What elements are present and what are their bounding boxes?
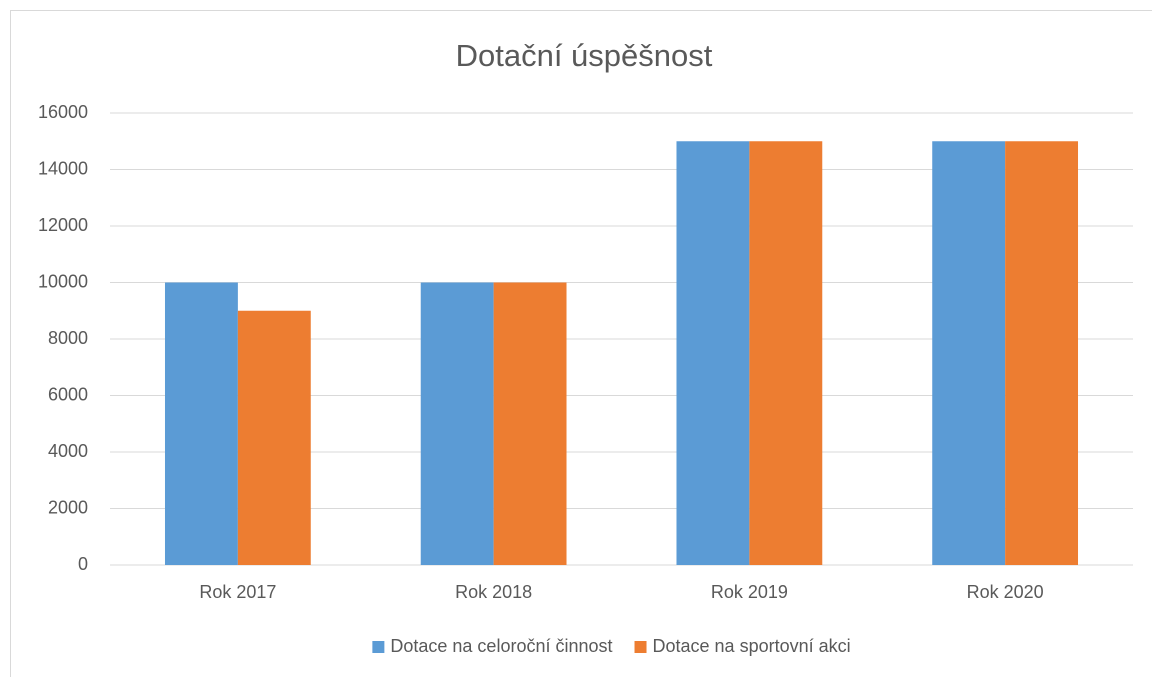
x-tick-label: Rok 2018 — [455, 582, 532, 602]
legend-label: Dotace na celoroční činnost — [390, 636, 612, 656]
y-tick-label: 14000 — [38, 158, 88, 178]
y-tick-label: 12000 — [38, 215, 88, 235]
chart-title: Dotační úspěšnost — [456, 38, 713, 73]
y-tick-label: 10000 — [38, 271, 88, 291]
bar — [676, 141, 750, 565]
bar — [493, 282, 567, 565]
bar — [1005, 141, 1079, 565]
x-tick-label: Rok 2019 — [711, 582, 788, 602]
legend-swatch — [634, 641, 647, 653]
y-tick-label: 4000 — [48, 441, 88, 461]
y-tick-label: 2000 — [48, 497, 88, 517]
x-tick-label: Rok 2020 — [967, 582, 1044, 602]
y-tick-label: 0 — [78, 554, 88, 574]
y-tick-label: 16000 — [38, 102, 88, 122]
bar — [420, 282, 494, 565]
y-tick-label: 6000 — [48, 384, 88, 404]
bar — [749, 141, 823, 565]
y-tick-label: 8000 — [48, 328, 88, 348]
bar — [237, 310, 311, 565]
bar — [164, 282, 238, 565]
legend-swatch — [372, 641, 385, 653]
legend-label: Dotace na sportovní akci — [653, 636, 851, 656]
x-tick-label: Rok 2017 — [199, 582, 276, 602]
bar — [932, 141, 1006, 565]
